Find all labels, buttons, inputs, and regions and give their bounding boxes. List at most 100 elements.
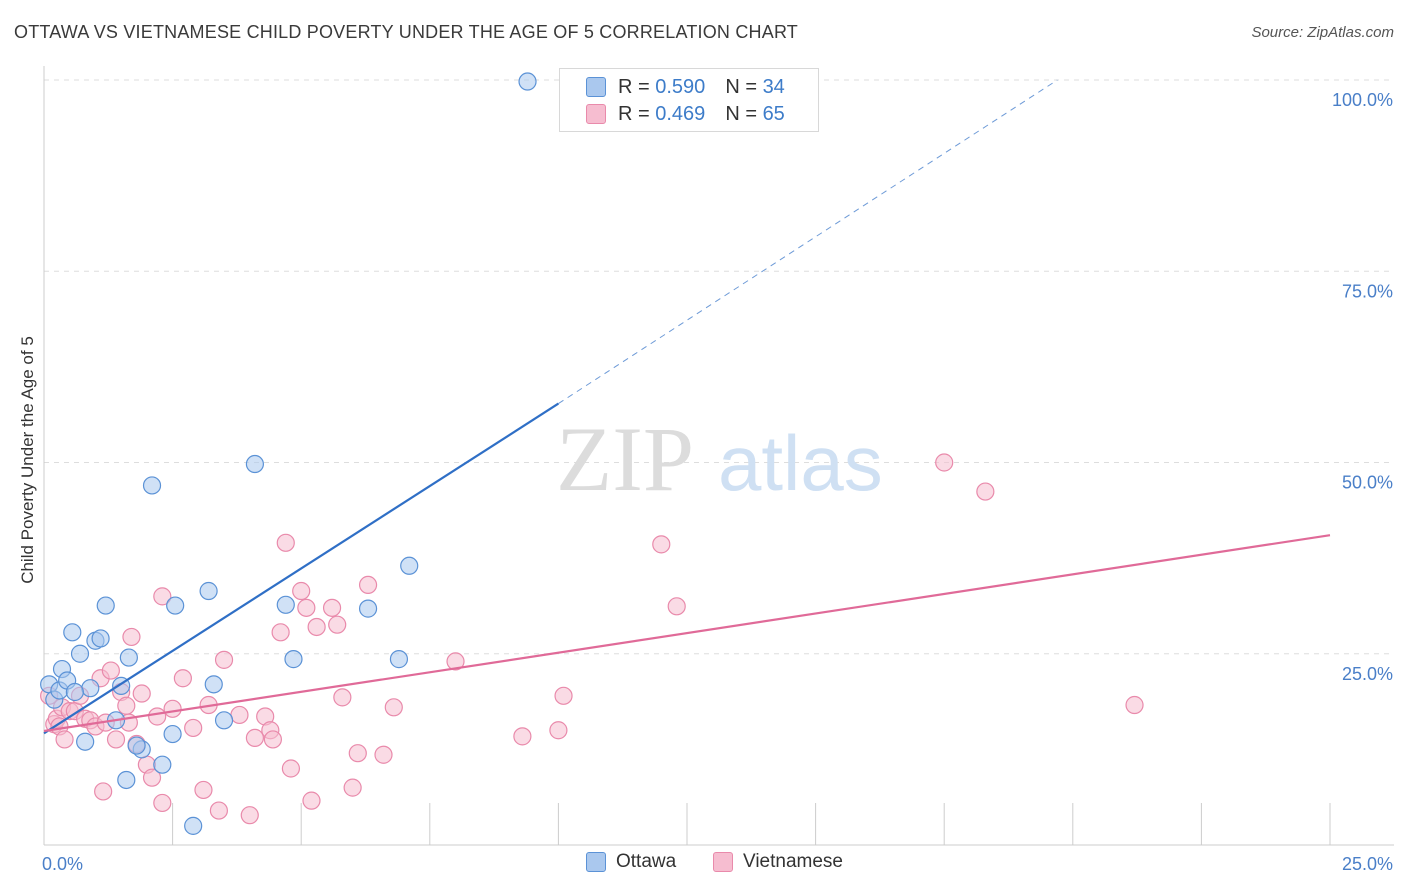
vietnamese-point	[94, 782, 113, 801]
ottawa-point	[400, 556, 419, 575]
vietnamese-point	[148, 707, 167, 726]
legend-r-value-vietnamese: 0.469	[655, 102, 706, 125]
legend-row-vietnamese: R = 0.469 N = 65	[586, 102, 785, 126]
ottawa-point	[127, 736, 146, 755]
vietnamese-point	[328, 615, 347, 634]
vietnamese-point	[214, 650, 234, 669]
vietnamese-point	[184, 718, 203, 738]
y-tick-label: 75.0%	[1342, 281, 1393, 301]
ottawa-point	[518, 72, 537, 91]
vietnamese-point	[153, 587, 172, 606]
y-tick-label: 25.0%	[1342, 664, 1393, 684]
chart-title: OTTAWA VS VIETNAMESE CHILD POVERTY UNDER…	[14, 22, 799, 42]
legend-n-value-vietnamese: 65	[762, 102, 785, 125]
bottom-legend-vietnamese: Vietnamese	[713, 851, 843, 873]
vietnamese-point	[322, 598, 342, 617]
vietnamese-point	[302, 791, 321, 810]
legend-r-label: R =	[618, 102, 650, 125]
vietnamese-point	[348, 744, 367, 763]
vietnamese-point	[276, 533, 295, 552]
legend-r-value-ottawa: 0.590	[655, 75, 706, 98]
x-tick-label: 0.0%	[42, 854, 83, 874]
vietnamese-points	[40, 453, 1144, 825]
legend: R = 0.590 N = 34 R = 0.469 N = 65	[559, 68, 819, 132]
axes	[43, 66, 1394, 846]
vietnamese-point	[230, 705, 249, 725]
vietnamese-point	[101, 661, 120, 680]
ottawa-point	[358, 599, 378, 618]
vietnamese-point	[667, 597, 686, 616]
vietnamese-point	[263, 730, 283, 749]
ottawa-point	[91, 629, 110, 648]
bottom-legend-swatch-vietnamese	[713, 852, 733, 872]
bottom-legend-swatch-ottawa	[586, 852, 606, 872]
legend-n-label: N =	[725, 75, 757, 98]
vietnamese-point	[652, 535, 671, 554]
vietnamese-point	[513, 727, 532, 746]
vietnamese-point	[122, 627, 141, 647]
ottawa-point	[117, 770, 136, 790]
legend-n-label: N =	[725, 102, 757, 125]
ottawa-point	[153, 755, 172, 774]
legend-row-ottawa: R = 0.590 N = 34	[586, 75, 785, 99]
vietnamese-point	[163, 699, 182, 718]
vietnamese-point	[142, 768, 162, 787]
grid-lines	[44, 79, 1394, 655]
ottawa-point	[70, 644, 90, 663]
ottawa-trend-line	[43, 402, 559, 735]
vietnamese-point	[297, 598, 316, 617]
y-tick-label: 100.0%	[1332, 90, 1393, 110]
vietnamese-point	[374, 745, 393, 764]
vietnamese-point	[153, 793, 172, 813]
ottawa-point	[284, 650, 303, 669]
ottawa-point	[142, 476, 162, 495]
bottom-legend-label-vietnamese: Vietnamese	[743, 851, 843, 872]
vietnamese-point	[935, 453, 954, 472]
source-label: Source: ZipAtlas.com	[1251, 24, 1394, 41]
ottawa-point	[63, 623, 82, 642]
ottawa-point	[76, 732, 95, 751]
legend-n-value-ottawa: 34	[762, 75, 785, 98]
legend-swatch-vietnamese	[586, 104, 606, 124]
vietnamese-point	[106, 730, 126, 749]
watermark-atlas: atlas	[718, 419, 883, 507]
vietnamese-point	[292, 581, 311, 601]
ottawa-point	[184, 816, 203, 835]
bottom-legend-label-ottawa: Ottawa	[616, 851, 677, 872]
ottawa-point	[245, 454, 265, 474]
y-axis-label: Child Poverty Under the Age of 5	[18, 336, 37, 584]
vietnamese-point	[281, 759, 301, 778]
vietnamese-point	[240, 806, 259, 825]
vietnamese-point	[132, 684, 151, 703]
legend-swatch-ottawa	[586, 77, 606, 97]
vietnamese-point	[549, 721, 568, 740]
vietnamese-point	[1125, 695, 1144, 715]
ottawa-trend-extension	[558, 79, 1058, 405]
vietnamese-point	[245, 728, 265, 748]
ottawa-point	[166, 596, 185, 615]
ottawa-point	[204, 675, 223, 694]
vietnamese-trend-line	[43, 534, 1331, 733]
x-tick-label: 25.0%	[1342, 854, 1393, 874]
vietnamese-point	[446, 652, 465, 671]
vietnamese-point	[271, 623, 290, 642]
watermark-zip: ZIP	[556, 408, 694, 510]
vietnamese-point	[343, 778, 362, 797]
watermark: ZIP atlas	[556, 408, 883, 510]
vietnamese-point	[55, 730, 74, 749]
vietnamese-point	[194, 780, 213, 800]
ottawa-point	[96, 596, 115, 615]
vietnamese-point	[384, 698, 403, 717]
ottawa-point	[119, 648, 138, 667]
vietnamese-point	[307, 617, 326, 637]
vietnamese-point	[554, 686, 573, 705]
ottawa-point	[163, 724, 182, 744]
vietnamese-point	[117, 696, 136, 715]
vietnamese-point	[209, 801, 228, 820]
trend-lines	[43, 79, 1331, 735]
bottom-legend-ottawa: Ottawa	[586, 851, 676, 873]
vietnamese-point	[173, 669, 192, 688]
ottawa-point	[199, 581, 218, 601]
tick-labels: 25.0% 50.0% 75.0% 100.0% 0.0% 25.0%	[42, 90, 1393, 874]
